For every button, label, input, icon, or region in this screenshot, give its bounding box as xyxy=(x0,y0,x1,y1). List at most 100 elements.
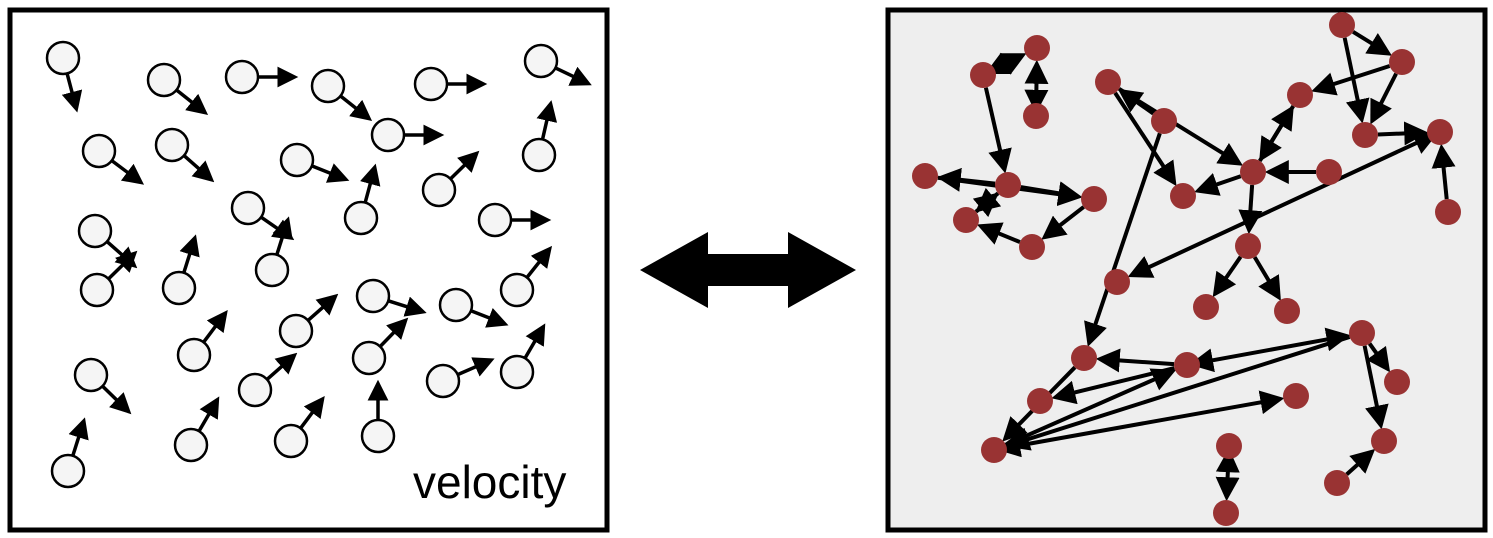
network-node xyxy=(1216,433,1242,459)
velocity-arrow xyxy=(470,308,509,328)
network-edges xyxy=(936,30,1456,502)
network-edge xyxy=(1345,448,1376,476)
particle-panel-frame xyxy=(7,7,610,533)
velocity-arrow xyxy=(311,163,350,183)
velocity-arrow xyxy=(378,317,409,348)
particle xyxy=(173,396,220,463)
network-node xyxy=(1071,345,1097,371)
network-node xyxy=(1287,82,1313,108)
network-edge xyxy=(1005,335,1351,451)
velocity-arrow xyxy=(107,250,138,281)
network-edge xyxy=(984,52,1027,75)
network-node xyxy=(1316,159,1342,185)
particle xyxy=(355,278,427,317)
particle-circle xyxy=(343,200,379,236)
particle xyxy=(370,117,445,153)
velocity-arrow xyxy=(306,293,339,322)
network-edge xyxy=(1084,132,1162,347)
network-node xyxy=(1019,234,1045,260)
particle xyxy=(154,127,215,183)
network-node xyxy=(1095,69,1121,95)
particle xyxy=(499,323,546,390)
velocity-arrow xyxy=(197,396,220,433)
particle-panel: velocity xyxy=(7,7,610,533)
network-node xyxy=(1324,470,1350,496)
velocity-arrow xyxy=(449,150,480,181)
network-edge xyxy=(1366,342,1391,373)
velocity-arrow xyxy=(360,163,381,204)
particle xyxy=(161,234,200,306)
network-node xyxy=(970,62,996,88)
particle xyxy=(45,40,83,113)
particle-circle xyxy=(360,418,396,454)
network-node xyxy=(1384,369,1410,395)
velocity-label: velocity xyxy=(413,456,566,508)
network-node xyxy=(1240,159,1266,185)
velocity-arrow xyxy=(182,154,215,183)
network-edge xyxy=(1352,30,1392,56)
network-node xyxy=(1193,294,1219,320)
particle-circle xyxy=(161,270,197,306)
network-node xyxy=(1081,186,1107,212)
particle xyxy=(438,287,509,328)
velocity-arrow xyxy=(525,245,553,279)
particle-circle xyxy=(173,427,209,463)
network-node xyxy=(981,437,1007,463)
network-node xyxy=(912,163,938,189)
particle-circle xyxy=(176,337,212,373)
particle-circle xyxy=(413,66,449,102)
particle-circle xyxy=(523,43,559,79)
particle-circle xyxy=(279,142,315,178)
network-node xyxy=(1104,269,1130,295)
particle-circle xyxy=(351,340,387,376)
network-edge xyxy=(1370,72,1398,125)
particle-circle xyxy=(421,172,457,208)
velocity-arrow xyxy=(175,88,209,116)
network-node xyxy=(953,207,979,233)
particle xyxy=(81,133,145,185)
particle xyxy=(224,59,299,95)
particle xyxy=(421,150,480,208)
particle xyxy=(343,163,381,236)
particle xyxy=(279,142,350,183)
network-node xyxy=(1213,500,1239,526)
particle-circle xyxy=(81,133,117,169)
particle xyxy=(360,379,396,454)
network-edge xyxy=(1041,205,1085,240)
network-edge xyxy=(1095,348,1175,373)
particle-circle xyxy=(499,354,535,390)
particle xyxy=(273,395,325,459)
network-edge xyxy=(1431,143,1456,200)
particle-circle xyxy=(521,137,557,173)
particle-circle xyxy=(355,278,391,314)
network-edge xyxy=(1127,132,1439,278)
particle xyxy=(523,43,592,86)
network-node xyxy=(1435,199,1461,225)
network-panel-frame xyxy=(885,7,1488,533)
velocity-arrow xyxy=(272,216,293,256)
particle-circle xyxy=(477,202,513,238)
network-node xyxy=(1151,108,1177,134)
velocity-arrow xyxy=(101,384,132,415)
network-edge xyxy=(983,87,1012,174)
particle xyxy=(237,352,298,408)
velocity-arrow xyxy=(68,417,89,457)
particle xyxy=(477,202,552,238)
network-edge xyxy=(976,222,1021,245)
particle-circle xyxy=(254,252,290,288)
velocity-arrow xyxy=(554,66,592,86)
particle-circle xyxy=(50,453,86,489)
particle-circle xyxy=(278,313,314,349)
velocity-arrow xyxy=(202,309,228,344)
velocity-arrow xyxy=(339,94,373,122)
particle xyxy=(351,317,409,376)
network-edge xyxy=(1377,121,1429,146)
particle xyxy=(310,68,373,122)
network-nodes xyxy=(912,12,1461,526)
particle-circle xyxy=(370,117,406,153)
velocity-arrow xyxy=(61,73,83,113)
particle-circle xyxy=(79,272,115,308)
network-node xyxy=(1024,35,1050,61)
particle xyxy=(50,417,89,489)
network-node xyxy=(1389,49,1415,75)
